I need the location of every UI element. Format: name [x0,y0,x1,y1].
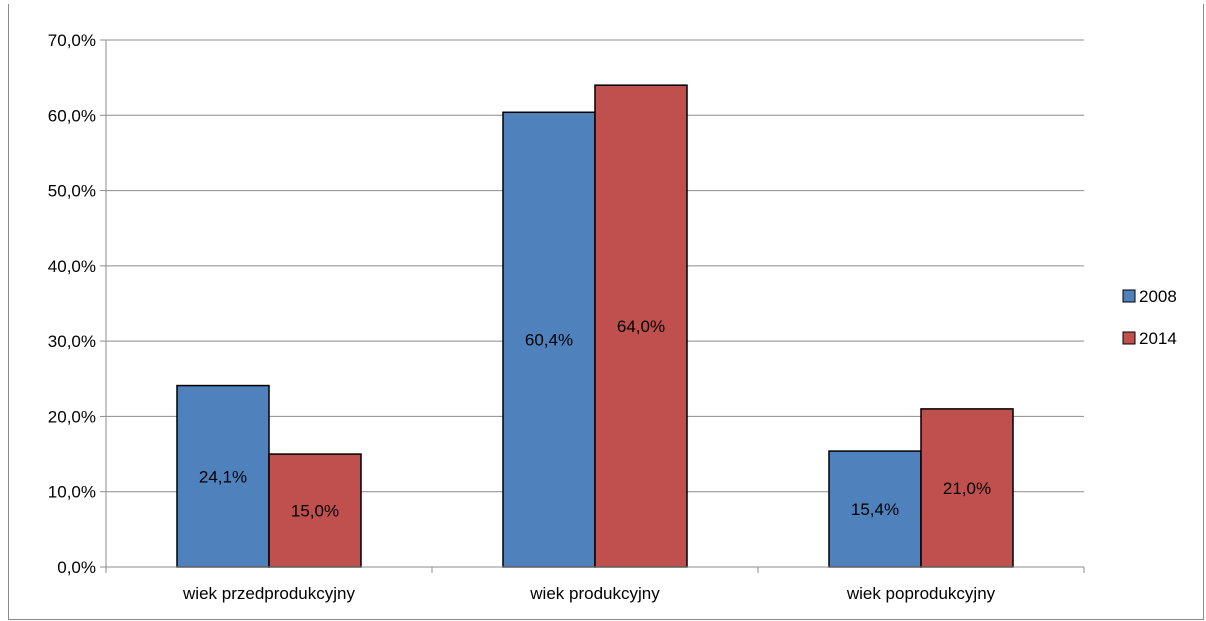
x-tick-label: wiek przedprodukcyjny [182,584,355,603]
bar [920,408,1014,568]
data-label: 24,1% [199,467,247,486]
bar [502,111,596,568]
legend: 2008 2014 [1122,287,1177,348]
bar [176,384,270,568]
x-tick-label: wiek produkcyjny [529,584,660,603]
bar [594,84,688,568]
data-label: 15,0% [291,502,339,521]
data-label: 60,4% [525,331,573,350]
data-label: 64,0% [617,317,665,336]
bar [268,453,362,568]
axes: 0,0% 10,0% 20,0% 30,0% 40,0% 50,0% 60,0% 70,0% w… [48,31,1085,603]
y-tick-label: 60,0% [48,106,96,125]
x-tick-label: wiek poprodukcyjny [846,584,996,603]
y-tick-label: 40,0% [48,257,96,276]
y-tick-label: 20,0% [48,407,96,426]
legend-label: 2014 [1139,329,1177,348]
y-tick-label: 10,0% [48,483,96,502]
bar [828,450,922,568]
bars: 24,1% 15,0% 60,4% 64,0% 15,4% 21,0% [176,84,1014,568]
y-tick-label: 50,0% [48,182,96,201]
legend-label: 2008 [1139,287,1177,306]
data-label: 21,0% [943,479,991,498]
legend-swatch [1122,331,1136,345]
data-label: 15,4% [851,500,899,519]
y-tick-label: 0,0% [57,558,96,577]
legend-swatch [1122,289,1136,303]
y-tick-label: 30,0% [48,332,96,351]
y-tick-label: 70,0% [48,31,96,50]
